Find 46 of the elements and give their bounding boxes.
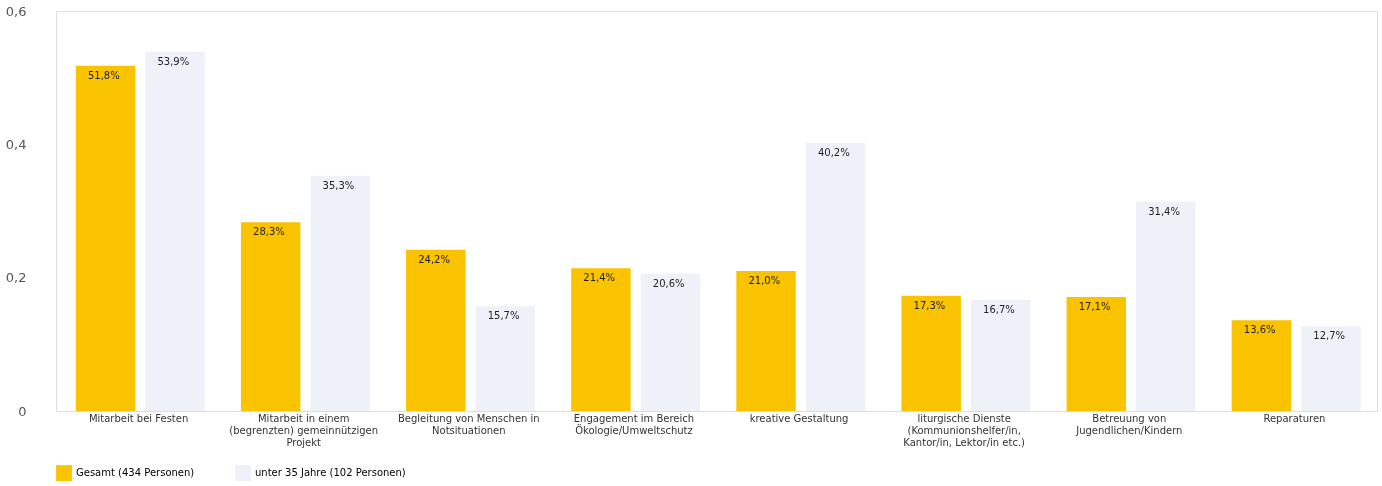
bar [640,273,701,411]
data-label: 24,2% [418,253,450,265]
data-label: 15,7% [487,310,520,322]
x-tick-label: Begleitung von Menschen in Notsituationen [397,412,540,436]
x-tick-label: Betreuung von Jugendlichen/Kindern [1075,412,1183,436]
y-tick-label: 0,2 [5,270,27,286]
bar [145,51,205,411]
data-label: 13,6% [1243,324,1276,336]
bar [310,175,370,411]
data-label: 16,7% [983,303,1015,315]
bar [1231,320,1292,411]
data-label: 21,4% [583,272,616,284]
y-tick-label: 0,4 [5,136,27,152]
bar [75,65,136,411]
x-tick-label: kreative Gestaltung [749,412,849,424]
data-label: 12,7% [1313,330,1346,342]
data-label: 17,3% [913,299,946,311]
bar [406,249,466,411]
legend-label: Gesamt (434 Personen) [76,467,195,479]
data-label: 17,1% [1078,301,1111,312]
x-tick-label: Reparaturen [1263,412,1326,424]
x-tick-label: Mitarbeit in einem (begrenzten) gemeinnützigen Projekt [229,412,379,448]
data-label: 28,3% [253,226,285,238]
data-label: 35,3% [322,179,355,191]
bar [970,299,1031,411]
bar [240,222,301,411]
y-tick-label: 0,6 [5,3,27,19]
legend-label: unter 35 Jahre (102 Personen) [255,467,406,479]
bar [571,268,631,411]
x-tick-label: Engagement im Bereich Ökologie/Umweltschutz [573,412,695,436]
data-label: 21,0% [748,275,781,286]
y-tick-label: 0 [18,403,27,419]
data-label: 51,8% [87,69,120,81]
bar [475,306,536,411]
data-label: 20,6% [652,277,685,289]
bar [901,295,961,411]
bar [805,143,866,411]
x-tick-label: liturgische Dienste (Kommunionshelfer/in, Kantor/in, Lektor/in etc.) [903,412,1026,448]
x-tick-label: Mitarbeit bei Festen [88,412,189,424]
data-label: 53,9% [157,55,190,67]
data-label: 31,4% [1148,205,1180,217]
bar [1136,201,1196,411]
bar [1301,326,1361,411]
bar [736,271,796,411]
bar [1066,297,1127,411]
data-label: 40,2% [817,147,850,158]
